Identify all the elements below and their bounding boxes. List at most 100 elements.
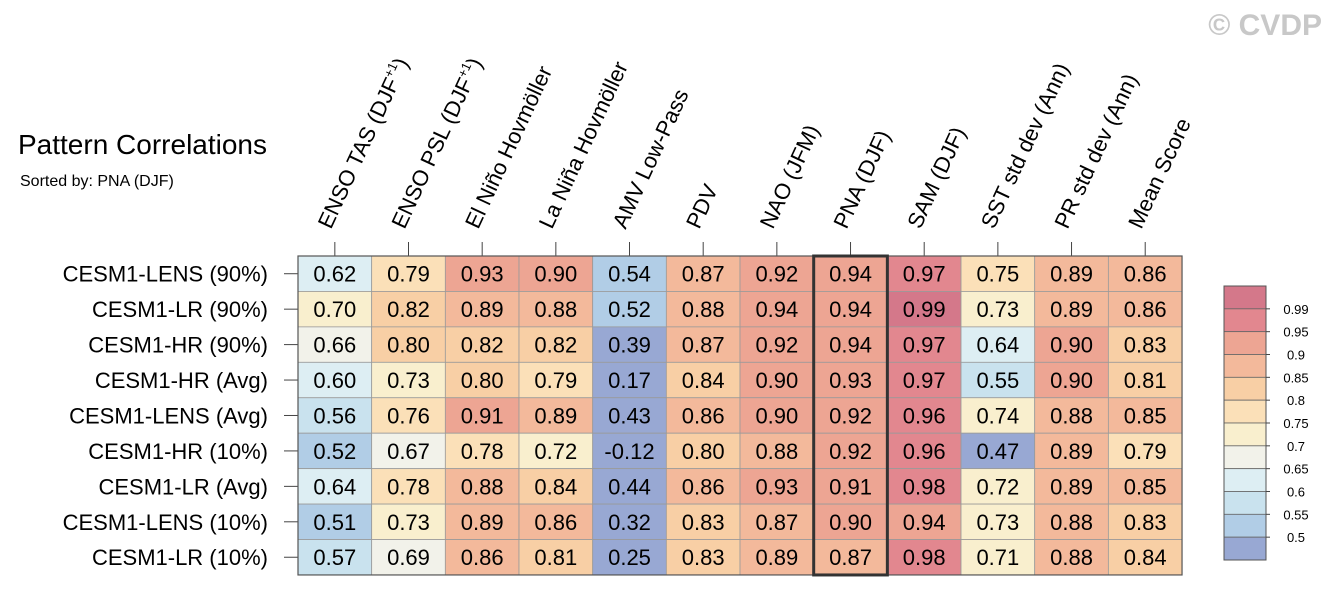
heatmap-cell	[518, 539, 594, 576]
colorbar-swatch	[1223, 354, 1267, 378]
heatmap-cell	[1107, 361, 1183, 399]
colorbar-swatch	[1223, 468, 1267, 492]
cell-value-label: 0.71	[976, 545, 1019, 570]
heatmap-cell	[444, 432, 520, 470]
colorbar-swatch	[1223, 513, 1267, 538]
row-label: CESM1-HR (Avg)	[95, 368, 268, 393]
cell-value-label: 0.97	[903, 368, 946, 393]
heatmap-cell	[371, 255, 446, 292]
cell-value-label: 0.86	[1124, 297, 1167, 322]
heatmap-cell	[665, 432, 741, 470]
cell-value-label: 0.89	[1050, 474, 1093, 499]
colorbar-tick-label: 0.65	[1283, 462, 1308, 477]
cell-value-label: 0.97	[903, 333, 946, 358]
cell-value-label: 0.69	[387, 545, 430, 570]
heatmap-cell	[518, 503, 594, 540]
colorbar-tick-label: 0.85	[1283, 370, 1308, 385]
heatmap-cell	[297, 539, 373, 576]
highlighted-column-outline	[812, 254, 889, 577]
cell-value-label: 0.89	[1050, 297, 1093, 322]
cell-value-label: 0.52	[313, 439, 356, 464]
cell-value-label: 0.73	[976, 510, 1019, 535]
heatmap-cell	[297, 326, 373, 363]
colorbar-swatch	[1223, 331, 1267, 355]
cell-value-label: 0.67	[387, 439, 430, 464]
cell-value-label: 0.84	[682, 368, 725, 393]
heatmap-cell	[813, 255, 888, 292]
cell-value-label: 0.86	[682, 474, 725, 499]
column-labels: ENSO TAS (DJF+1)ENSO PSL (DJF+1)El Niño …	[313, 54, 1196, 256]
cell-value-label: 0.88	[755, 439, 798, 464]
cell-value-label: 0.96	[903, 439, 946, 464]
cell-value-label: 0.80	[387, 333, 430, 358]
heatmap-cell	[1107, 291, 1183, 328]
heatmap-cell	[886, 291, 962, 328]
cell-value-label: 0.88	[1050, 545, 1093, 570]
heatmap-cell	[592, 326, 667, 363]
cell-value-label: 0.85	[1124, 474, 1167, 499]
cell-value-label: 0.57	[313, 545, 356, 570]
row-label: CESM1-LR (10%)	[92, 545, 268, 570]
cell-value-label: 0.39	[608, 333, 651, 358]
colorbar-tick-label: 0.6	[1287, 485, 1305, 500]
cell-value-label: 0.79	[534, 368, 577, 393]
cell-value-label: 0.94	[829, 333, 872, 358]
cell-value-label: 0.84	[1124, 545, 1167, 570]
cell-value-label: 0.89	[534, 403, 577, 428]
heatmap-cell	[739, 255, 815, 292]
cell-value-label: 0.89	[461, 297, 504, 322]
heatmap-cell	[960, 539, 1036, 576]
cell-value-label: 0.83	[1124, 333, 1167, 358]
cell-value-label: 0.92	[829, 439, 872, 464]
colorbar-tick-label: 0.75	[1283, 416, 1308, 431]
colorbar-swatch	[1223, 491, 1267, 515]
cell-value-label: 0.51	[313, 510, 356, 535]
heatmap-cell	[518, 468, 594, 505]
cell-value-label: 0.81	[534, 545, 577, 570]
column-label: AMV Low-Pass	[607, 85, 693, 232]
cell-value-label: 0.92	[755, 262, 798, 287]
cell-value-label: 0.92	[829, 403, 872, 428]
column-label: SAM (DJF)	[902, 123, 971, 232]
cell-value-label: 0.32	[608, 510, 651, 535]
heatmap-cell	[813, 432, 888, 470]
heatmap-cell	[739, 361, 815, 399]
heatmap-cell	[960, 326, 1036, 363]
chart-subtitle: Sorted by: PNA (DJF)	[20, 173, 174, 190]
heatmap-cell	[886, 468, 962, 505]
cell-value-label: 0.43	[608, 403, 651, 428]
column-label: PNA (DJF)	[828, 126, 895, 232]
colorbar-swatch	[1223, 376, 1267, 401]
cell-value-label: 0.88	[682, 297, 725, 322]
cell-value-label: 0.84	[534, 474, 577, 499]
watermark: © CVDP	[1208, 9, 1322, 42]
heatmap-cell	[592, 468, 667, 505]
heatmap-cell	[444, 468, 520, 505]
heatmap-cell	[813, 468, 888, 505]
cell-value-label: 0.79	[1124, 439, 1167, 464]
colorbar-tick-label: 0.5	[1287, 530, 1305, 545]
heatmap-cell	[518, 291, 594, 328]
cell-value-label: 0.73	[387, 510, 430, 535]
heatmap-cell	[665, 397, 741, 434]
cell-value-label: 0.90	[1050, 333, 1093, 358]
heatmap-cell	[739, 326, 815, 363]
cell-value-label: 0.93	[755, 474, 798, 499]
heatmap-cell	[960, 255, 1036, 292]
heatmap-cell	[886, 397, 962, 434]
row-label: CESM1-HR (10%)	[88, 439, 268, 464]
row-labels: CESM1-LENS (90%) CESM1-LR (90%) CESM1-HR (…	[63, 262, 298, 570]
heatmap-cell	[886, 432, 962, 470]
cell-value-label: 0.90	[755, 368, 798, 393]
cell-value-label: 0.96	[903, 403, 946, 428]
heatmap-cell	[518, 361, 594, 399]
heatmap-cell	[739, 397, 815, 434]
cell-value-label: 0.83	[682, 545, 725, 570]
cell-value-label: 0.91	[829, 474, 872, 499]
cell-value-label: 0.89	[461, 510, 504, 535]
heatmap-cell	[739, 432, 815, 470]
heatmap-cell	[960, 361, 1036, 399]
heatmap-cell	[371, 397, 446, 434]
cell-value-label: 0.83	[1124, 510, 1167, 535]
cell-value-label: 0.82	[534, 333, 577, 358]
